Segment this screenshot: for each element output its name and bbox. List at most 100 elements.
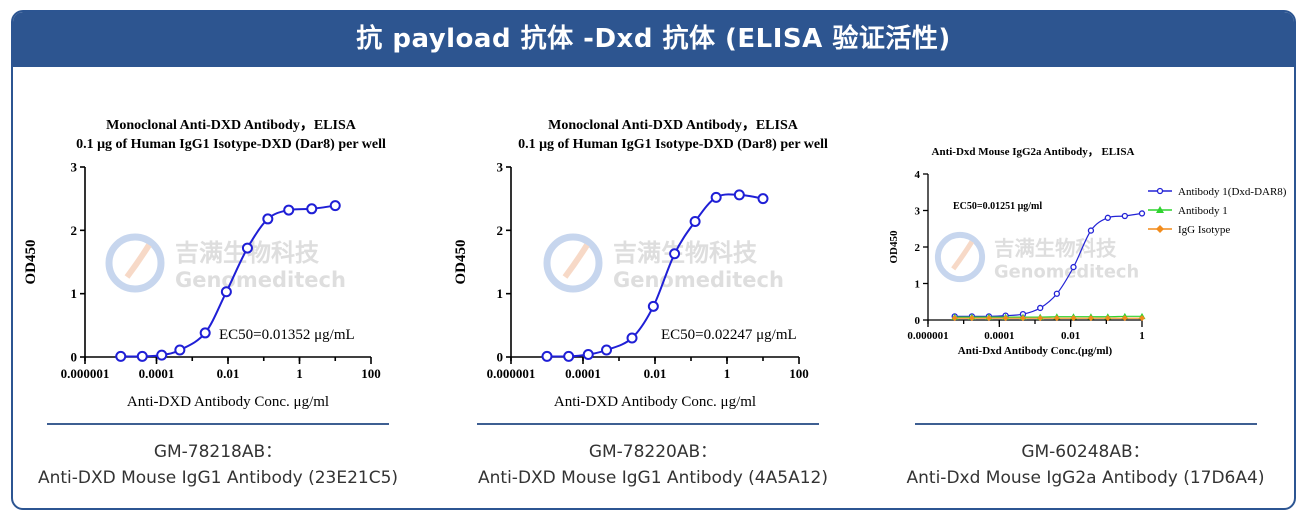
x-tick-label: 1	[724, 366, 731, 381]
x-tick-label: 0.0001	[139, 366, 175, 381]
caption-3-code: GM-60248AB：	[1021, 442, 1150, 462]
ec50-annotation: EC50=0.01352 μg/mL	[219, 327, 355, 343]
data-point	[689, 215, 701, 227]
data-point	[985, 315, 992, 322]
data-point	[262, 213, 274, 225]
watermark-logo-swoosh	[124, 243, 152, 279]
banner-title: 抗 payload 抗体 -Dxd 抗体 (ELISA 验证活性)	[13, 12, 1294, 67]
y-axis-label: OD450	[888, 230, 900, 264]
data-point	[115, 350, 127, 362]
data-point	[626, 332, 638, 344]
watermark-logo-ring	[543, 233, 603, 293]
caption-1: GM-78218AB： Anti-DXD Mouse IgG1 Antibody…	[23, 439, 413, 491]
data-point	[1019, 315, 1026, 322]
data-point	[329, 200, 341, 212]
chart-title: Anti-Dxd Mouse IgG2a Antibody， ELISA	[932, 146, 1135, 158]
y-tick-label: 2	[71, 223, 78, 238]
chart-subtitle: 0.1 μg of Human IgG1 Isotype-DXD (Dar8) …	[518, 137, 828, 152]
y-tick-label: 0	[71, 350, 78, 365]
y-axis-label: OD450	[23, 240, 39, 285]
x-tick-label: 0.000001	[61, 366, 110, 381]
y-tick-label: 3	[915, 205, 921, 217]
data-point	[174, 344, 186, 356]
caption-divider-2	[477, 423, 819, 425]
y-tick-label: 1	[915, 278, 921, 290]
y-tick-label: 3	[497, 160, 504, 175]
watermark-cn-text: 吉满生物科技	[613, 239, 758, 267]
caption-2: GM-78220AB： Anti-DXD Mouse IgG1 Antibody…	[443, 439, 863, 491]
watermark-logo-swoosh	[562, 243, 590, 279]
data-point	[563, 350, 575, 362]
watermark-logo-ring	[105, 233, 165, 293]
data-point	[1053, 315, 1060, 322]
data-point	[669, 248, 681, 260]
data-point	[710, 191, 722, 203]
y-tick-label: 0	[915, 315, 921, 327]
data-point	[1037, 315, 1044, 322]
caption-1-name: Anti-DXD Mouse IgG1 Antibody (23E21C5)	[37, 468, 399, 488]
watermark-cn-text: 吉满生物科技	[994, 236, 1117, 260]
legend-label-1: Antibody 1(Dxd-DAR8)	[1178, 186, 1287, 198]
x-tick-label: 0.01	[644, 366, 667, 381]
x-tick-label: 0.01	[217, 366, 240, 381]
watermark-logo-swoosh	[951, 240, 975, 271]
figure-frame: 抗 payload 抗体 -Dxd 抗体 (ELISA 验证活性) 吉满生物科技…	[11, 10, 1296, 510]
data-point	[241, 242, 253, 254]
data-point	[1121, 212, 1128, 220]
caption-3: GM-60248AB： Anti-Dxd Mouse IgG2a Antibod…	[883, 439, 1288, 491]
x-tick-label: 0.000001	[907, 330, 948, 342]
y-tick-label: 3	[71, 160, 78, 175]
data-point	[1104, 315, 1111, 322]
legend-label-3: IgG Isotype	[1178, 224, 1230, 236]
chart-panel-2: 吉满生物科技 Genomeditech Monoclonal Anti-DXD An…	[443, 67, 863, 507]
ec50-annotation: EC50=0.01251 μg/ml	[953, 201, 1042, 212]
x-axis-label: Anti-Dxd Antibody Conc.(μg/ml)	[958, 345, 1113, 357]
y-tick-label: 4	[915, 169, 921, 181]
ec50-annotation: EC50=0.02247 μg/mL	[661, 327, 797, 343]
data-point	[199, 327, 211, 339]
chart-subtitle: 0.1 μg of Human IgG1 Isotype-DXD (Dar8) …	[76, 137, 386, 152]
y-tick-label: 0	[497, 350, 504, 365]
data-point	[1104, 214, 1111, 221]
data-point	[306, 203, 318, 215]
data-point	[1087, 315, 1094, 322]
x-axis-label: Anti-DXD Antibody Conc. μg/ml	[554, 394, 756, 410]
legend-marker-2	[1156, 206, 1164, 213]
caption-3-name: Anti-Dxd Mouse IgG2a Antibody (17D6A4)	[906, 468, 1265, 488]
x-tick-label: 0.01	[1061, 330, 1080, 342]
y-axis-label: OD450	[453, 240, 469, 285]
data-point	[733, 189, 745, 201]
x-tick-label: 1	[296, 366, 303, 381]
data-point	[951, 315, 958, 322]
data-point	[647, 300, 659, 312]
chart-title: Monoclonal Anti-DXD Antibody，ELISA	[548, 118, 799, 133]
watermark-en-text: Genomeditech	[175, 268, 346, 292]
data-point	[541, 350, 553, 362]
watermark-en-text: Genomeditech	[613, 268, 784, 292]
x-tick-label: 100	[361, 366, 381, 381]
chart-title: Monoclonal Anti-DXD Antibody，ELISA	[106, 118, 357, 133]
legend-marker-1	[1156, 187, 1164, 195]
x-tick-label: 0.0001	[984, 330, 1014, 342]
watermark-en-text: Genomeditech	[994, 261, 1139, 282]
chart-panel-3: 吉满生物科技 Genomeditech Anti-Dxd Mouse IgG2a A…	[875, 67, 1294, 507]
caption-1-code: GM-78218AB：	[153, 442, 283, 462]
data-point	[1070, 315, 1077, 322]
caption-divider-3	[915, 423, 1257, 425]
x-axis-label: Anti-DXD Antibody Conc. μg/ml	[127, 394, 329, 410]
data-point	[757, 193, 769, 205]
legend-marker-3	[1156, 225, 1164, 233]
data-point	[1053, 290, 1061, 297]
data-point	[156, 349, 168, 361]
data-point	[582, 348, 594, 360]
data-point	[1138, 210, 1146, 217]
data-point	[1070, 263, 1077, 271]
caption-2-name: Anti-DXD Mouse IgG1 Antibody (4A5A12)	[478, 468, 828, 488]
data-point	[1002, 315, 1009, 322]
